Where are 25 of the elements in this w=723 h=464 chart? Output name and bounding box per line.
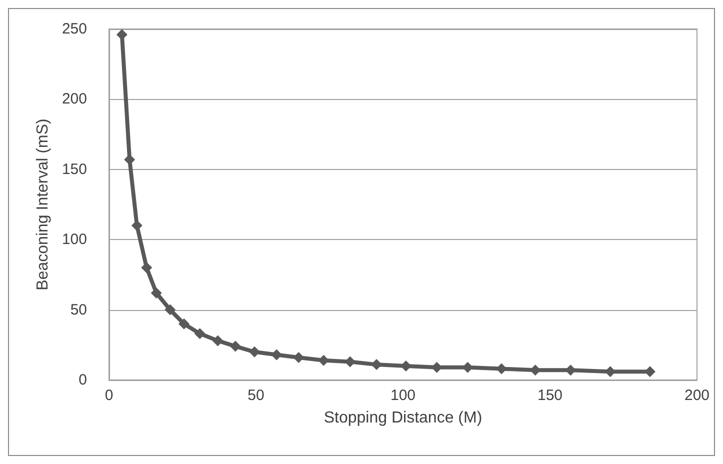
y-tick-label: 150 — [62, 160, 87, 178]
x-tick-label: 50 — [248, 387, 264, 404]
x-tick-label: 200 — [684, 387, 710, 404]
point — [150, 287, 162, 298]
point — [230, 340, 241, 352]
x-axis-title: Stopping Distance (M) — [324, 410, 482, 426]
point — [249, 346, 260, 358]
point — [344, 356, 356, 368]
x-tick-label: 100 — [390, 387, 416, 404]
point — [124, 154, 136, 166]
y-axis-title: Beaconing Interval (mS) — [34, 118, 52, 290]
x-tick-label: 0 — [104, 387, 114, 404]
y-tick-label: 0 — [78, 372, 87, 388]
point — [141, 262, 152, 274]
x-tick-label: 150 — [537, 387, 563, 404]
y-tick-label: 100 — [62, 231, 87, 248]
y-tick-label: 50 — [70, 301, 87, 318]
point — [164, 304, 176, 316]
point — [178, 318, 190, 330]
y-tick-label: 200 — [62, 90, 87, 108]
point — [271, 349, 282, 360]
y-tick-label: 250 — [62, 20, 87, 38]
point — [212, 335, 224, 346]
point — [194, 328, 206, 340]
point — [131, 220, 142, 232]
